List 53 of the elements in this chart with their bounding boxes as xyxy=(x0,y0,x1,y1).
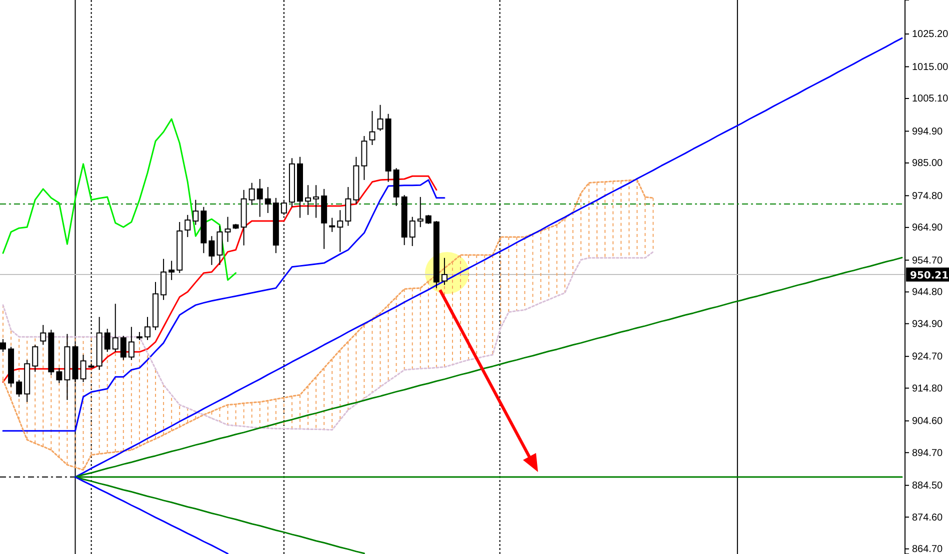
candlestick xyxy=(280,199,287,216)
y-tick-label: 994.90 xyxy=(912,126,944,138)
candlestick xyxy=(224,216,231,242)
candlestick xyxy=(256,178,263,218)
candlestick xyxy=(305,184,312,216)
y-tick-label: 864.70 xyxy=(912,544,944,554)
candlestick xyxy=(16,379,22,398)
y-tick-label: 914.80 xyxy=(912,383,944,394)
candlestick xyxy=(216,225,223,266)
y-tick-label: 974.80 xyxy=(912,190,944,202)
candlestick xyxy=(120,335,126,360)
line-series xyxy=(2,175,438,383)
candlestick xyxy=(192,199,199,226)
y-tick-label: 1025.20 xyxy=(912,29,949,40)
candlestick xyxy=(337,210,344,252)
line-series xyxy=(2,251,654,431)
y-tick-label: 954.70 xyxy=(912,255,944,266)
y-tick-label: 894.70 xyxy=(912,448,944,459)
candlestick xyxy=(80,354,86,383)
candlestick xyxy=(104,328,110,352)
candlestick xyxy=(32,344,38,372)
candlestick xyxy=(329,217,336,232)
candlestick xyxy=(313,184,320,218)
candlestick xyxy=(0,338,6,352)
candlestick xyxy=(369,110,376,146)
candlestick xyxy=(160,258,167,300)
candlestick xyxy=(208,236,215,266)
line-series xyxy=(2,179,446,432)
candlestick xyxy=(40,324,46,346)
y-tick-label: 884.50 xyxy=(912,480,944,492)
line-series xyxy=(2,118,237,281)
y-tick-label: 904.60 xyxy=(912,416,944,428)
candlestick xyxy=(417,196,424,228)
y-tick-label: 874.60 xyxy=(912,512,944,524)
candlestick xyxy=(264,186,271,214)
candlestick xyxy=(56,367,62,384)
y-tick-label: 1015.00 xyxy=(912,62,949,73)
candlestick xyxy=(409,216,416,247)
candlestick xyxy=(345,186,352,226)
candlestick xyxy=(377,104,384,132)
ref-line-label: 950.21 xyxy=(910,270,949,282)
candlestick xyxy=(144,316,150,341)
candlestick xyxy=(441,257,448,286)
candlestick xyxy=(248,182,255,206)
y-tick-label: 924.70 xyxy=(912,352,944,363)
y-tick-label: 934.90 xyxy=(912,318,944,330)
candlestick xyxy=(128,326,134,360)
y-tick-label: 1005.10 xyxy=(912,94,949,105)
candlestick xyxy=(168,260,175,281)
candlestick xyxy=(184,214,191,238)
y-tick-label: 985.00 xyxy=(912,158,944,170)
y-tick-label: 944.80 xyxy=(912,287,944,298)
y-tick-label: 964.90 xyxy=(912,222,944,234)
